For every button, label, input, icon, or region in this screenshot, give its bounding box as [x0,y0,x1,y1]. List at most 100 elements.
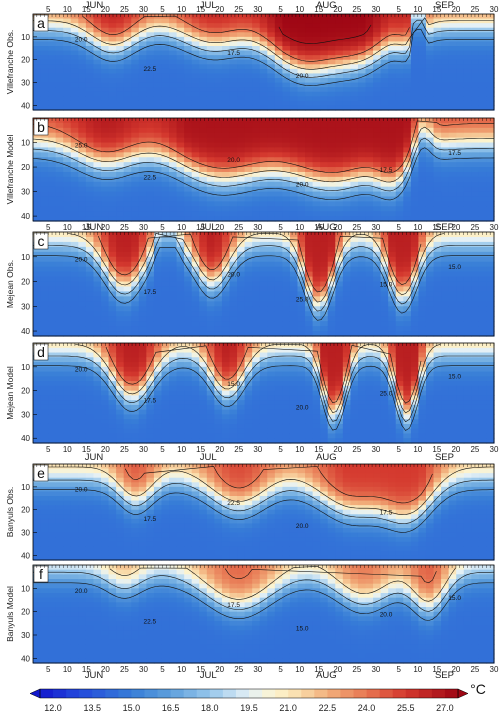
heatmap-cell [131,50,140,56]
heatmap-cell [365,321,374,327]
heatmap-cell [101,82,110,88]
heatmap-cell [221,438,231,444]
heatmap-cell [441,87,450,93]
heatmap-cell [214,162,223,168]
heatmap-cell [388,251,397,258]
heatmap-cell [456,137,465,144]
heatmap-cell [259,376,268,382]
heatmap-cell [289,50,299,56]
heatmap-cell [418,236,427,243]
heatmap-cell [335,96,344,102]
heatmap-cell [138,381,147,387]
heatmap-cell [153,122,163,129]
heatmap-cell [289,331,299,337]
heatmap-cell [138,390,147,396]
heatmap-cell [116,261,125,268]
heatmap-cell [471,137,480,144]
heatmap-cell [55,147,64,153]
heatmap-cell [70,362,79,368]
heatmap-cell [357,306,367,312]
heatmap-cell [320,14,329,20]
heatmap-cell [456,100,465,107]
heatmap-cell [229,167,238,173]
heatmap-cell [123,142,132,149]
heatmap-cell [191,326,200,332]
heatmap-cell [199,122,208,129]
heatmap-cell [55,362,64,368]
heatmap-cell [335,68,344,75]
heatmap-cell [289,286,299,293]
heatmap-cell [274,206,283,212]
heatmap-cell [267,271,276,278]
heatmap-cell [40,362,49,368]
heatmap-cell [116,32,125,38]
heatmap-cell [146,196,155,202]
heatmap-cell [131,246,140,253]
heatmap-cell [237,91,246,97]
heatmap-cell [237,276,246,283]
heatmap-cell [48,271,57,278]
heatmap-cell [161,18,170,24]
heatmap-cell [463,186,472,193]
heatmap-cell [252,196,261,202]
heatmap-cell [365,14,374,20]
heatmap-cell [169,142,178,149]
heatmap-cell [267,147,276,153]
heatmap-cell [33,371,42,377]
heatmap-cell [380,59,389,65]
heatmap-cell [48,376,57,382]
heatmap-cell [312,176,321,183]
heatmap-cell [199,64,208,70]
heatmap-cell [463,201,472,207]
heatmap-cell [267,59,276,65]
heatmap-cell [418,326,427,332]
heatmap-cell [335,331,344,337]
heatmap-cell [486,127,495,134]
heatmap-cell [153,376,163,382]
heatmap-cell [456,191,465,198]
heatmap-cell [282,171,291,178]
heatmap-cell [48,246,57,253]
heatmap-cell [221,96,231,102]
heatmap-cell [380,122,389,129]
heatmap-cell [131,366,140,373]
heatmap-cell [486,236,495,243]
heatmap-cell [448,14,457,20]
heatmap-cell [138,171,147,178]
heatmap-cell [101,14,110,20]
heatmap-cell [380,266,389,273]
heatmap-cell [40,366,49,373]
heatmap-cell [274,211,283,217]
heatmap-cell [335,321,344,327]
heatmap-cell [433,251,442,258]
heatmap-cell [93,91,102,97]
heatmap-cell [40,91,49,97]
heatmap-cell [312,137,321,144]
heatmap-cell [259,14,268,20]
heatmap-cell [373,68,382,75]
heatmap-cell [146,142,155,149]
heatmap-cell [486,321,495,327]
heatmap-cell [101,286,110,293]
heatmap-cell [33,400,42,406]
heatmap-cell [221,316,231,322]
heatmap-cell [138,306,147,312]
heatmap-cell [191,385,200,392]
heatmap-cell [274,266,283,273]
heatmap-cell [282,82,291,88]
heatmap-cell [214,395,223,401]
heatmap-cell [448,316,457,322]
heatmap-cell [289,105,299,111]
heatmap-cell [456,152,465,158]
heatmap-cell [418,321,427,327]
heatmap-cell [48,162,57,168]
heatmap-cell [478,236,488,243]
heatmap-cell [388,157,397,163]
heatmap-cell [153,291,163,297]
heatmap-cell [259,390,268,396]
heatmap-cell [297,91,306,97]
heatmap-cell [85,331,95,337]
heatmap-cell [108,196,117,202]
heatmap-cell [252,147,261,153]
heatmap-cell [463,281,472,288]
